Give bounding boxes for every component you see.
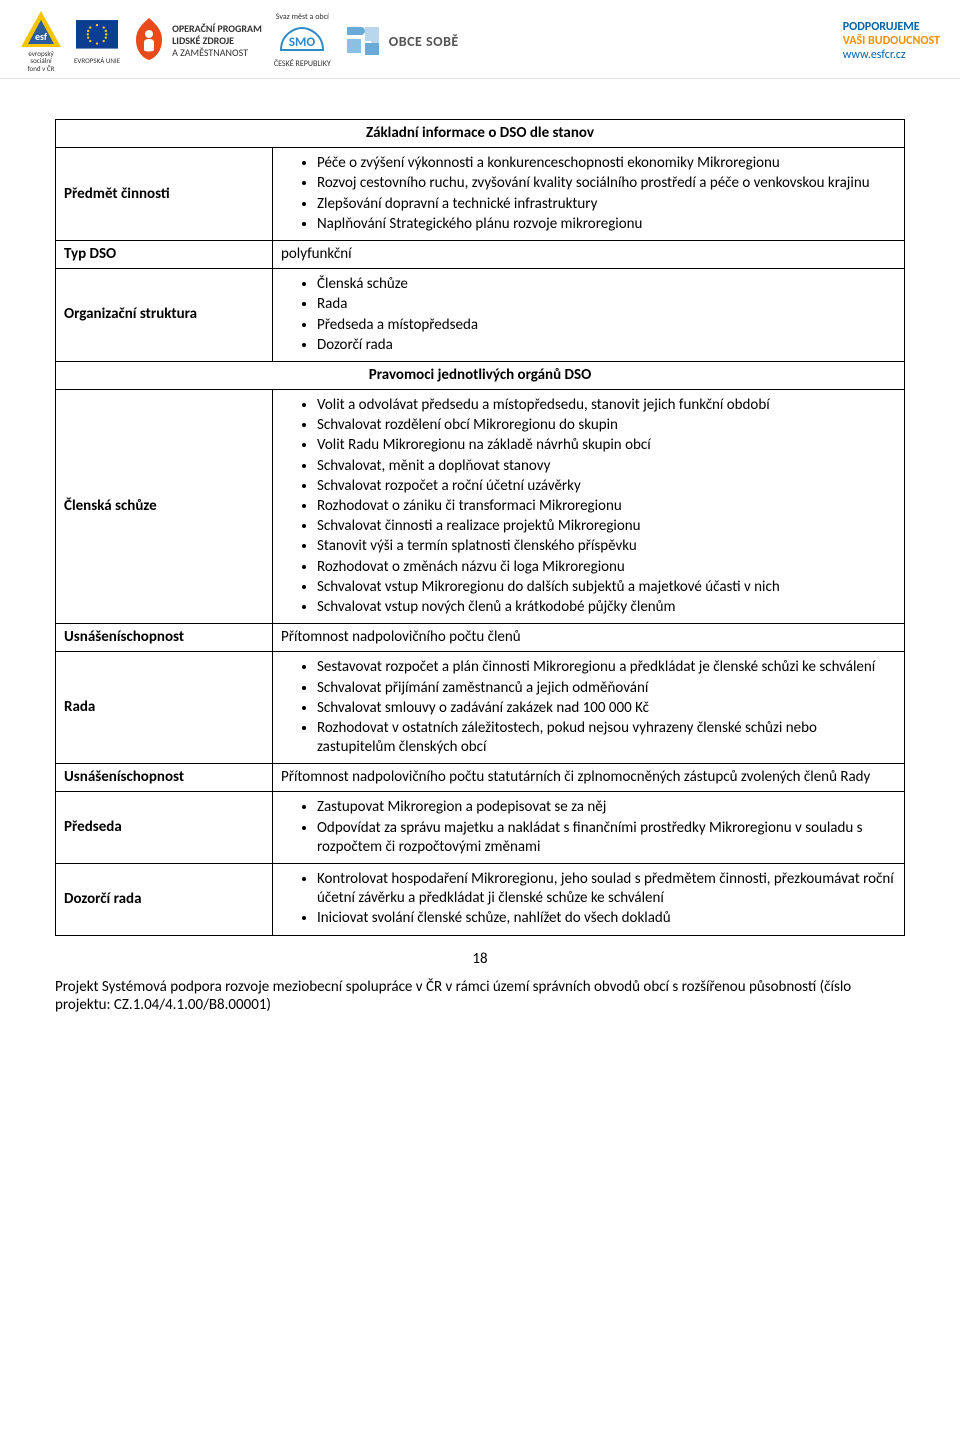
list-item: Péče o zvýšení výkonnosti a konkurencesc…: [317, 154, 896, 173]
eu-logo: EVROPSKÁ UNIE: [74, 17, 120, 64]
list-item: Rozhodovat o změnách názvu či loga Mikro…: [317, 558, 896, 577]
row-org-val: Členská schůze Rada Předseda a místopřed…: [273, 269, 905, 362]
row-predmet-val: Péče o zvýšení výkonnosti a konkurencesc…: [273, 148, 905, 241]
row-usn2-key: Usnášeníschopnost: [56, 764, 273, 792]
list-item: Zastupovat Mikroregion a podepisovat se …: [317, 798, 896, 817]
smo-logo: Svaz měst a obcí SMO ČESKÉ REPUBLIKY: [274, 13, 331, 69]
puzzle-icon: [343, 19, 383, 64]
op-icon: [132, 16, 166, 67]
list-item: Zlepšování dopravní a technické infrastr…: [317, 195, 896, 214]
row-predseda-val: Zastupovat Mikroregion a podepisovat se …: [273, 792, 905, 864]
row-rada-key: Rada: [56, 652, 273, 764]
svg-text:SMO: SMO: [289, 35, 316, 50]
list-item: Rada: [317, 295, 896, 314]
section-2-title: Pravomoci jednotlivých orgánů DSO: [56, 361, 905, 389]
row-schuze-val: Volit a odvolávat předsedu a místopředse…: [273, 390, 905, 624]
svg-text:esf: esf: [35, 30, 48, 43]
list-item: Dozorčí rada: [317, 336, 896, 355]
obce-block: OBCE SOBĚ: [343, 19, 459, 64]
op-text: OPERAČNÍ PROGRAM LIDSKÉ ZDROJE A ZAMĚSTN…: [172, 23, 262, 59]
support-link: www.esfcr.cz: [843, 48, 940, 62]
list-item: Schvalovat smlouvy o zadávání zakázek na…: [317, 699, 896, 718]
row-org-key: Organizační struktura: [56, 269, 273, 362]
list-item: Schvalovat činnosti a realizace projektů…: [317, 517, 896, 536]
list-item: Stanovit výši a termín splatnosti člensk…: [317, 537, 896, 556]
smo-line-1: Svaz měst a obcí: [274, 13, 331, 22]
section-1-title: Základní informace o DSO dle stanov: [56, 120, 905, 148]
smo-icon: SMO: [274, 22, 331, 61]
eu-flag-icon: [76, 17, 118, 55]
list-item: Schvalovat vstup nových členů a krátkodo…: [317, 598, 896, 617]
list-item: Rozhodovat v ostatních záležitostech, po…: [317, 719, 896, 757]
esf-label-3: fond v ČR: [28, 65, 55, 72]
row-predmet-key: Předmět činnosti: [56, 148, 273, 241]
row-predseda-key: Předseda: [56, 792, 273, 864]
list-item: Volit a odvolávat předsedu a místopředse…: [317, 396, 896, 415]
op-logo-block: OPERAČNÍ PROGRAM LIDSKÉ ZDROJE A ZAMĚSTN…: [132, 16, 262, 67]
footer-text: Projekt Systémová podpora rozvoje meziob…: [55, 978, 905, 1016]
support-line-1: PODPORUJEME: [843, 20, 940, 34]
list-item: Schvalovat rozdělení obcí Mikroregionu d…: [317, 416, 896, 435]
list-item: Schvalovat vstup Mikroregionu do dalších…: [317, 578, 896, 597]
obce-text: OBCE SOBĚ: [389, 33, 459, 50]
row-typ-key: Typ DSO: [56, 240, 273, 268]
page-header: esf evropský sociální fond v ČR EVROPSKÁ…: [0, 0, 960, 79]
row-usn1-key: Usnášeníschopnost: [56, 624, 273, 652]
support-line-2: VAŠI BUDOUCNOST: [843, 34, 940, 48]
row-usn2-val: Přítomnost nadpolovičního počtu statutár…: [273, 764, 905, 792]
row-dozor-key: Dozorčí rada: [56, 864, 273, 936]
esf-icon: esf: [20, 10, 62, 48]
list-item: Naplňování Strategického plánu rozvoje m…: [317, 215, 896, 234]
row-typ-val: polyfunkční: [273, 240, 905, 268]
list-item: Rozhodovat o zániku či transformaci Mikr…: [317, 497, 896, 516]
list-item: Schvalovat, měnit a doplňovat stanovy: [317, 457, 896, 476]
op-line-3: A ZAMĚSTNANOST: [172, 47, 262, 59]
row-dozor-val: Kontrolovat hospodaření Mikroregionu, je…: [273, 864, 905, 936]
esf-logo: esf evropský sociální fond v ČR: [20, 10, 62, 72]
row-rada-val: Sestavovat rozpočet a plán činnosti Mikr…: [273, 652, 905, 764]
list-item: Odpovídat za správu majetku a nakládat s…: [317, 819, 896, 857]
list-item: Volit Radu Mikroregionu na základě návrh…: [317, 436, 896, 455]
list-item: Iniciovat svolání členské schůze, nahlíž…: [317, 909, 896, 928]
row-schuze-key: Členská schůze: [56, 390, 273, 624]
list-item: Schvalovat přijímání zaměstnanců a jejic…: [317, 679, 896, 698]
list-item: Členská schůze: [317, 275, 896, 294]
smo-line-2: ČESKÉ REPUBLIKY: [274, 60, 331, 69]
list-item: Sestavovat rozpočet a plán činnosti Mikr…: [317, 658, 896, 677]
list-item: Schvalovat rozpočet a roční účetní uzávě…: [317, 477, 896, 496]
list-item: Předseda a místopředseda: [317, 316, 896, 335]
page-number: 18: [55, 950, 905, 968]
eu-label: EVROPSKÁ UNIE: [74, 57, 120, 64]
row-usn1-val: Přítomnost nadpolovičního počtu členů: [273, 624, 905, 652]
list-item: Rozvoj cestovního ruchu, zvyšování kvali…: [317, 174, 896, 193]
list-item: Kontrolovat hospodaření Mikroregionu, je…: [317, 870, 896, 908]
support-block: PODPORUJEME VAŠI BUDOUCNOST www.esfcr.cz: [843, 20, 940, 62]
dso-table: Základní informace o DSO dle stanov Před…: [55, 119, 905, 936]
